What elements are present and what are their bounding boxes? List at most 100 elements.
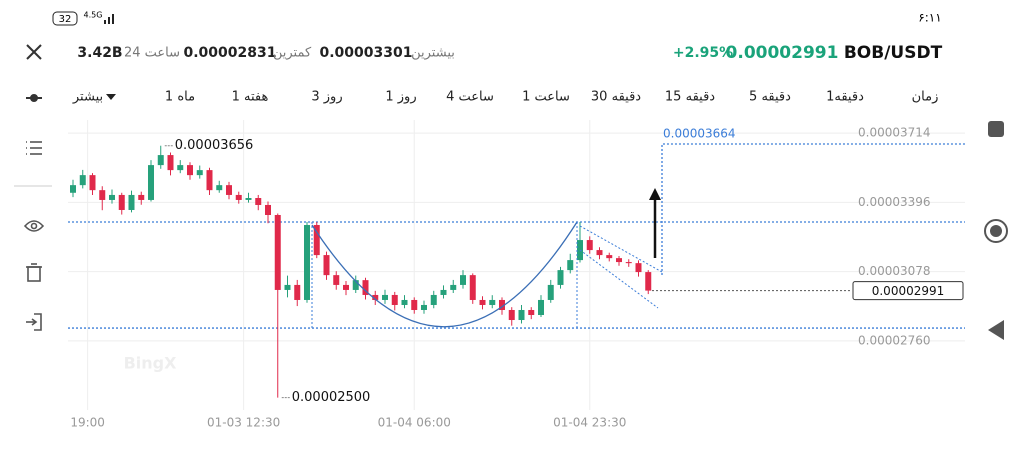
candle-body (352, 280, 359, 290)
candle-body (138, 194, 145, 200)
candle-body (128, 194, 135, 210)
timeframe-option[interactable]: 1 روز (385, 90, 416, 105)
watermark: BingX (124, 354, 178, 373)
candle-body (460, 275, 466, 285)
candle-body (469, 275, 476, 300)
high-label: بیشترین (411, 46, 455, 61)
channel-lower (579, 249, 659, 309)
candle-body (547, 284, 554, 300)
timeframe-option[interactable]: 1 ماه (165, 90, 195, 105)
low-label: کمترین (273, 46, 312, 61)
candle-body (479, 299, 486, 305)
nav-recent[interactable] (988, 121, 1004, 137)
y-tick-label: 0.00003078 (858, 264, 931, 278)
timeframe-option[interactable]: 5 دقیقه (749, 90, 791, 105)
cup-curve (311, 221, 578, 328)
battery-icon (52, 11, 78, 26)
dropdown-arrow (106, 94, 116, 100)
y-tick-label: 0.00003714 (858, 126, 931, 140)
crosshair-tool[interactable] (26, 94, 42, 102)
candle-body (538, 299, 544, 316)
candle-body (382, 294, 388, 300)
candle-body (606, 255, 613, 259)
candle-body (421, 304, 427, 310)
candle-body (216, 185, 223, 191)
candle-body (528, 309, 535, 316)
candle-body (372, 294, 379, 300)
target-label: 0.00003664 (663, 126, 736, 140)
y-tick-label: 0.00002760 (858, 333, 931, 347)
min-marker-label: 0.00002500 (292, 390, 371, 405)
candle-body (70, 185, 76, 193)
x-tick-label: 19:00 (70, 416, 105, 430)
last-price-label: 0.00002991 (872, 284, 945, 298)
candle-body (226, 185, 232, 195)
list-tool[interactable] (26, 141, 42, 155)
candle-body (645, 272, 652, 291)
delete-tool[interactable] (26, 263, 42, 282)
candle-body (323, 255, 330, 276)
candle-body (411, 299, 418, 310)
visibility-tool[interactable] (23, 220, 45, 232)
candle-body (265, 204, 271, 215)
price-change: +2.95% (673, 45, 733, 61)
candle-body (430, 294, 437, 305)
candle-body (79, 175, 86, 186)
breakout-arrow (649, 188, 661, 258)
close-button[interactable] (26, 44, 42, 60)
timeframe-option[interactable]: 1دقیقه (826, 90, 864, 105)
candle-body (586, 240, 593, 251)
candle-body (118, 194, 125, 210)
timeframe-option[interactable]: 4 ساعت (446, 90, 494, 105)
y-tick-label: 0.00003396 (858, 195, 931, 209)
candle-body (99, 190, 106, 200)
candle-body (148, 165, 154, 200)
candle-body (625, 262, 632, 264)
nav-back[interactable] (988, 320, 1004, 340)
candle-body (450, 284, 457, 290)
network-type: 4.5G (84, 11, 103, 20)
candle-body (89, 175, 96, 191)
timeframe-option[interactable]: 1 هفته (232, 90, 269, 105)
low-price: 0.00002831 (184, 45, 277, 61)
candle-body (518, 309, 525, 321)
candle-body (235, 194, 242, 200)
pair-name[interactable]: BOB/USDT (844, 43, 943, 63)
clock: ۶:۱۱ (918, 11, 941, 25)
max-marker-label: 0.00003656 (175, 138, 254, 153)
candle-body (245, 198, 252, 200)
timeframe-option[interactable]: 1 ساعت (522, 90, 570, 105)
nav-home[interactable] (984, 219, 1008, 243)
candle-body (616, 258, 622, 263)
timeframe-option[interactable]: 30 دقیقه (591, 90, 641, 105)
more-timeframes[interactable]: بیشتر (72, 90, 103, 105)
candle-body (499, 299, 505, 310)
timeframe-option[interactable]: 3 روز (311, 90, 342, 105)
x-tick-label: 01-04 23:30 (553, 416, 626, 430)
candle-body (167, 155, 174, 171)
exit-tool[interactable] (26, 313, 42, 331)
candle-body (177, 165, 184, 171)
candle-body (187, 165, 193, 176)
candle-body (313, 225, 320, 256)
candle-body (508, 309, 515, 321)
candle-body (401, 299, 408, 305)
candle-body (255, 198, 262, 205)
volume-label: ساعت 24 (124, 46, 180, 61)
candle-body (557, 270, 564, 285)
last-price: 0.00002991 (726, 43, 839, 63)
timeframe-option[interactable]: زمان (912, 90, 939, 105)
high-price: 0.00003301 (320, 45, 413, 61)
candle-body (284, 284, 291, 290)
timeframe-option[interactable]: 15 دقیقه (665, 90, 715, 105)
candle-body (362, 280, 369, 295)
x-tick-label: 01-04 06:00 (378, 416, 451, 430)
candle-body (635, 263, 642, 273)
signal-icon (104, 14, 114, 24)
candle-body (440, 289, 447, 295)
candle-body (206, 170, 213, 191)
battery-level: 32 (59, 14, 72, 25)
candle-body (294, 284, 301, 300)
target-line (661, 143, 965, 275)
candle-body (391, 294, 398, 305)
